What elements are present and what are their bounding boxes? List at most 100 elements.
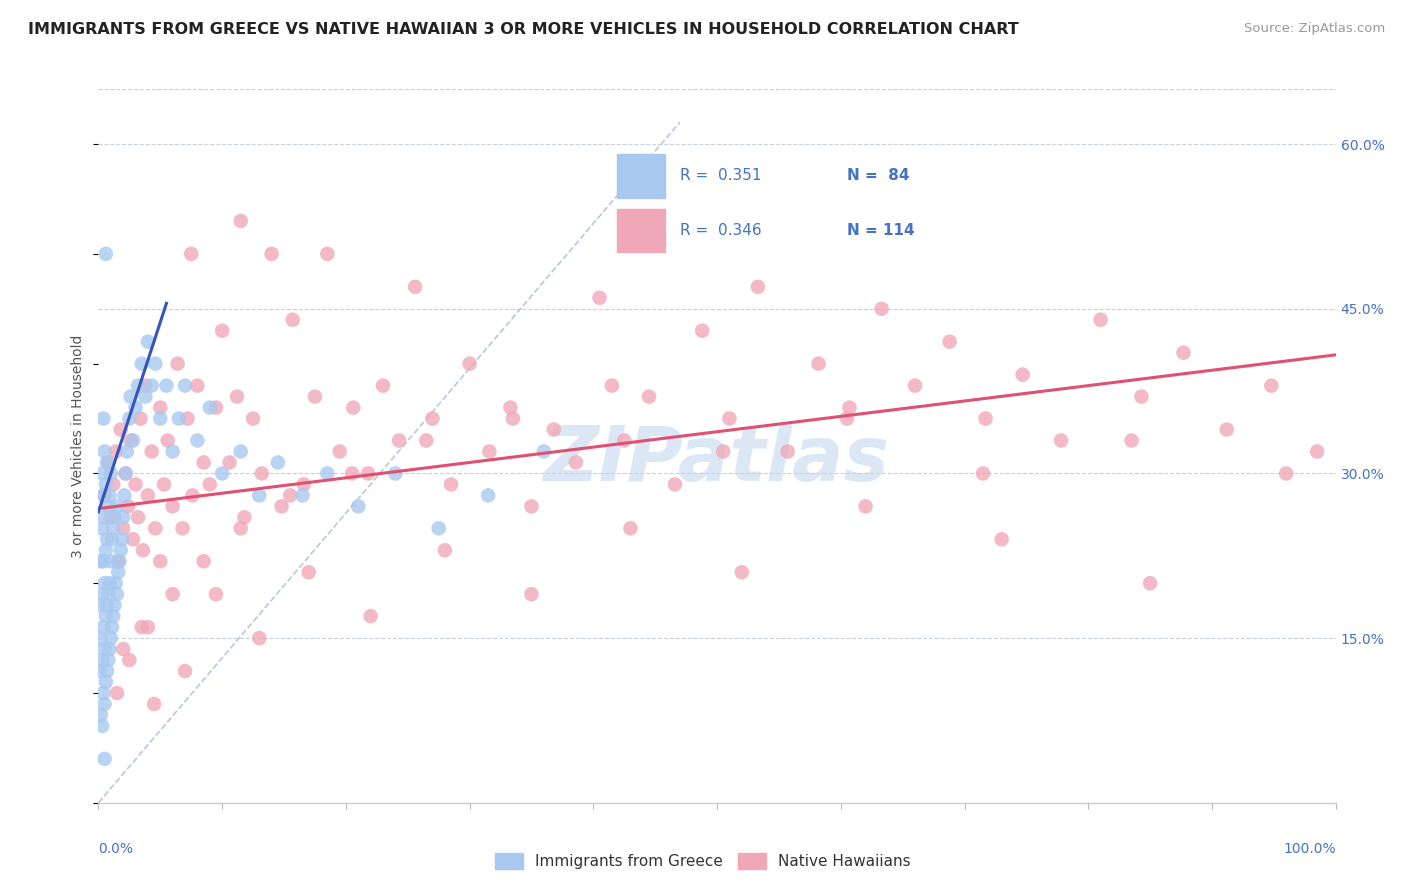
Point [316, 247, 339, 261]
Text: 0.0%: 0.0% [98, 842, 134, 856]
Point [342, 401, 364, 415]
Point [104, 444, 127, 458]
Point [533, 444, 555, 458]
Point [1139, 576, 1161, 591]
Point [96, 598, 118, 612]
Point [543, 423, 565, 437]
Point [360, 609, 382, 624]
Point [458, 357, 481, 371]
Point [298, 566, 321, 580]
Text: R =  0.351: R = 0.351 [681, 169, 762, 184]
Point [93, 686, 115, 700]
Point [316, 467, 339, 481]
Point [427, 521, 450, 535]
Point [118, 411, 141, 425]
Point [371, 378, 394, 392]
Point [690, 324, 713, 338]
Point [477, 488, 499, 502]
Point [281, 312, 304, 326]
Point [143, 357, 166, 371]
Point [565, 455, 588, 469]
Point [198, 401, 221, 415]
Point [904, 378, 927, 392]
Point [93, 444, 115, 458]
Point [96, 533, 118, 547]
Point [974, 411, 997, 425]
Point [101, 620, 124, 634]
Point [93, 488, 115, 502]
Point [122, 434, 145, 448]
Point [132, 543, 155, 558]
Point [186, 434, 208, 448]
Point [838, 401, 860, 415]
Text: 100.0%: 100.0% [1284, 842, 1336, 856]
Point [97, 500, 120, 514]
Point [103, 510, 125, 524]
Point [193, 554, 215, 568]
Point [96, 455, 118, 469]
Text: N = 114: N = 114 [846, 223, 914, 238]
Point [129, 411, 152, 425]
Point [134, 378, 156, 392]
Point [100, 554, 122, 568]
Point [388, 434, 411, 448]
Point [278, 488, 301, 502]
Point [440, 477, 463, 491]
Point [613, 434, 636, 448]
Point [91, 521, 114, 535]
Point [100, 510, 122, 524]
Point [141, 378, 163, 392]
Point [267, 455, 290, 469]
Point [131, 620, 153, 634]
Point [117, 500, 139, 514]
Point [110, 423, 132, 437]
Point [205, 401, 228, 415]
Point [107, 554, 129, 568]
Point [94, 543, 117, 558]
Point [340, 467, 363, 481]
Point [93, 697, 115, 711]
Point [93, 620, 115, 634]
Point [93, 510, 115, 524]
Point [93, 576, 115, 591]
Point [304, 390, 326, 404]
Point [156, 434, 179, 448]
Text: Source: ZipAtlas.com: Source: ZipAtlas.com [1244, 22, 1385, 36]
Point [247, 488, 270, 502]
Point [108, 554, 131, 568]
Text: ZIPatlas: ZIPatlas [544, 424, 890, 497]
Point [111, 533, 134, 547]
Point [127, 378, 149, 392]
Point [229, 214, 252, 228]
Point [101, 533, 124, 547]
Point [114, 467, 136, 481]
Point [807, 357, 830, 371]
Point [415, 434, 437, 448]
Point [112, 521, 135, 535]
Point [162, 500, 184, 514]
Point [990, 533, 1012, 547]
Point [112, 488, 135, 502]
Point [180, 247, 202, 261]
Point [422, 411, 444, 425]
Point [1306, 444, 1329, 458]
Point [103, 477, 125, 491]
Point [162, 444, 184, 458]
Point [205, 587, 228, 601]
Point [89, 598, 111, 612]
Point [89, 664, 111, 678]
Point [499, 401, 522, 415]
Point [198, 477, 221, 491]
Point [120, 390, 142, 404]
Point [120, 434, 142, 448]
Point [260, 247, 283, 261]
Point [105, 587, 128, 601]
Point [94, 247, 117, 261]
Bar [617, 154, 665, 198]
Point [292, 477, 315, 491]
Point [270, 500, 292, 514]
Point [100, 467, 122, 481]
Point [90, 631, 112, 645]
Point [226, 390, 249, 404]
Point [520, 500, 543, 514]
